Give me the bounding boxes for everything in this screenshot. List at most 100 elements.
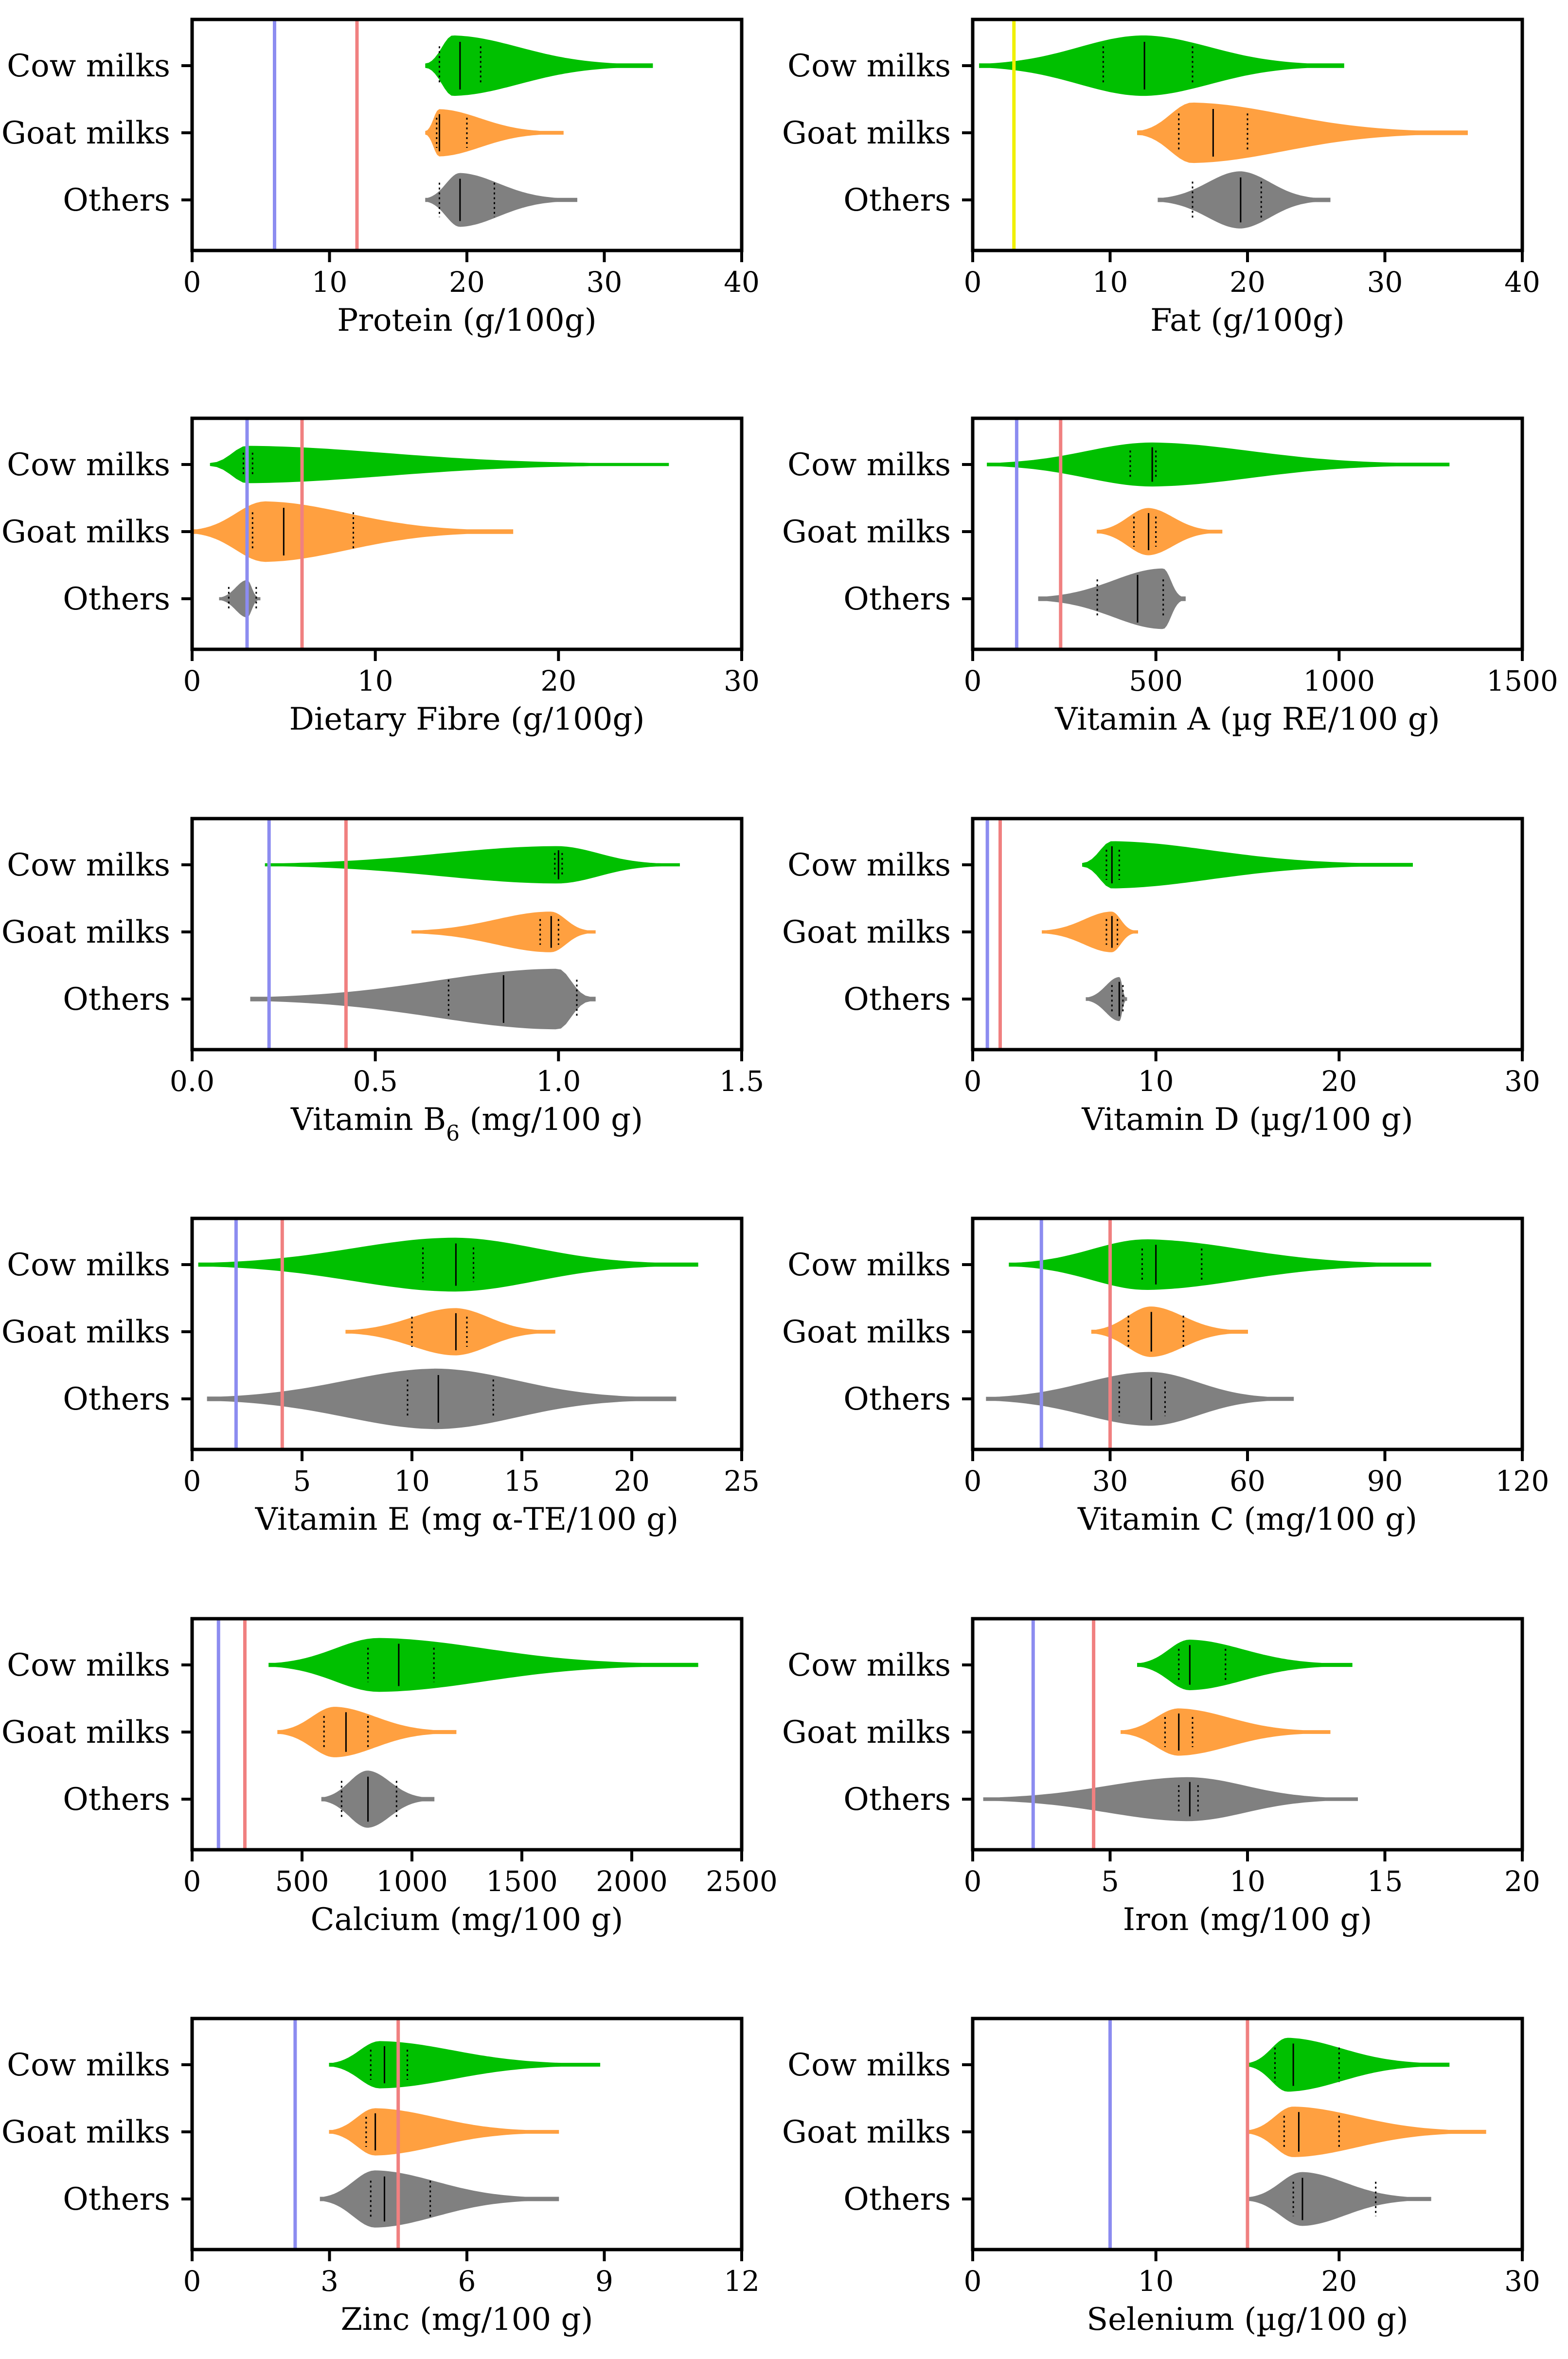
violin-others	[986, 1372, 1294, 1426]
category-label: Others	[63, 1782, 170, 1818]
violin-goat-milks	[1091, 1306, 1248, 1357]
x-tick-label: 10	[1138, 1065, 1174, 1098]
x-tick-label: 30	[1092, 1465, 1128, 1498]
x-tick-label: 1500	[1486, 664, 1558, 697]
x-tick-label: 1000	[1303, 664, 1375, 697]
x-tick-label: 20	[1504, 1865, 1540, 1898]
violin-cow-milks	[210, 446, 669, 483]
category-label: Cow milks	[7, 847, 170, 883]
chart-panel-4: Cow milks Goat milks Others 0 500 1000 1500 Vit…	[782, 416, 1558, 737]
chart-panel-10: Cow milks Goat milks Others 0 5 10 15 20 Iron (m…	[782, 1617, 1540, 1938]
violin-cow-milks	[987, 442, 1450, 487]
category-label: Cow milks	[7, 1647, 170, 1683]
category-label: Cow milks	[7, 1247, 170, 1283]
chart-panel-1: Cow milks Goat milks Others 0 10 20 30 40 Protei…	[1, 18, 760, 339]
plot-frame	[190, 416, 744, 651]
x-axis-label: Vitamin C (mg/100 g)	[1077, 1501, 1417, 1537]
category-label: Cow milks	[787, 48, 951, 84]
x-tick-label: 0	[183, 266, 201, 299]
x-tick-label: 1.0	[536, 1065, 581, 1098]
x-tick-label: 1500	[486, 1865, 558, 1898]
chart-panel-6: Cow milks Goat milks Others 0 10 20 30 Vitamin …	[782, 817, 1540, 1138]
x-tick-label: 0	[964, 1865, 982, 1898]
x-tick-label: 0	[183, 1865, 201, 1898]
category-label: Cow milks	[7, 447, 170, 483]
violin-others	[250, 968, 596, 1030]
violin-others	[320, 2170, 559, 2228]
category-label: Cow milks	[787, 2047, 951, 2083]
violin-goat-milks	[425, 109, 564, 157]
violin-cow-milks	[425, 35, 653, 96]
violin-goat-milks	[1097, 508, 1223, 555]
plot-frame	[971, 817, 1524, 1052]
category-label: Others	[843, 982, 951, 1018]
x-tick-label: 40	[1504, 266, 1540, 299]
x-tick-label: 30	[1504, 2265, 1540, 2298]
violin-goat-milks	[192, 501, 514, 562]
chart-panel-12: Cow milks Goat milks Others 0 10 20 30 Selenium…	[782, 2017, 1540, 2338]
x-axis-label: Selenium (µg/100 g)	[1087, 2302, 1408, 2338]
category-label: Goat milks	[1, 514, 170, 550]
category-label: Cow milks	[7, 2047, 170, 2083]
x-tick-label: 12	[724, 2265, 760, 2298]
category-label: Goat milks	[1, 914, 170, 950]
chart-panel-2: Cow milks Goat milks Others 0 10 20 30 40 Fat (g…	[782, 18, 1540, 339]
category-label: Goat milks	[782, 514, 951, 550]
violin-others	[983, 1777, 1358, 1822]
violin-cow-milks	[268, 1638, 698, 1692]
x-axis-label: Calcium (mg/100 g)	[311, 1902, 624, 1938]
violin-goat-milks	[1121, 1708, 1331, 1756]
x-tick-label: 1000	[376, 1865, 448, 1898]
chart-panel-5: Cow milks Goat milks Others 0.0 0.5 1.0 1.5 Vit…	[1, 817, 764, 1146]
violin-goat-milks	[277, 1707, 457, 1757]
x-tick-label: 0.5	[353, 1065, 398, 1098]
x-tick-label: 1.5	[719, 1065, 764, 1098]
x-tick-label: 20	[1321, 1065, 1357, 1098]
x-tick-label: 0	[964, 664, 982, 697]
x-tick-label: 9	[595, 2265, 613, 2298]
category-label: Others	[63, 982, 170, 1018]
category-label: Others	[843, 182, 951, 218]
category-label: Goat milks	[1, 1314, 170, 1350]
x-axis-label: Vitamin D (µg/100 g)	[1081, 1102, 1413, 1138]
category-label: Goat milks	[1, 2114, 170, 2150]
category-label: Others	[63, 1381, 170, 1417]
category-label: Others	[843, 1782, 951, 1818]
x-axis-label: Iron (mg/100 g)	[1123, 1902, 1372, 1938]
x-tick-label: 10	[312, 266, 348, 299]
chart-panel-9: Cow milks Goat milks Others 0 500 1000 1500 200…	[1, 1617, 778, 1938]
violin-cow-milks	[265, 846, 680, 884]
x-tick-label: 20	[614, 1465, 650, 1498]
x-tick-label: 0	[964, 266, 982, 299]
category-label: Goat milks	[782, 1715, 951, 1751]
x-tick-label: 10	[1138, 2265, 1174, 2298]
x-tick-label: 40	[724, 266, 760, 299]
category-label: Goat milks	[782, 914, 951, 950]
violin-others	[207, 1368, 677, 1430]
violin-goat-milks	[1137, 102, 1468, 163]
x-tick-label: 0	[964, 1065, 982, 1098]
violin-cow-milks	[198, 1237, 698, 1292]
plot-frame	[190, 1617, 744, 1852]
x-axis-label: Vitamin E (mg α-TE/100 g)	[255, 1501, 678, 1537]
x-tick-label: 0	[183, 664, 201, 697]
category-label: Goat milks	[1, 1715, 170, 1751]
x-tick-label: 6	[458, 2265, 476, 2298]
violin-goat-milks	[329, 2108, 559, 2156]
x-tick-label: 10	[1229, 1865, 1265, 1898]
category-label: Others	[63, 2181, 170, 2217]
violin-others	[1038, 568, 1186, 629]
x-tick-label: 5	[1101, 1865, 1119, 1898]
violin-cow-milks	[979, 35, 1344, 96]
x-tick-label: 10	[394, 1465, 430, 1498]
violin-goat-milks	[345, 1308, 555, 1356]
x-tick-label: 30	[587, 266, 623, 299]
category-label: Others	[843, 2181, 951, 2217]
category-label: Others	[63, 581, 170, 617]
category-label: Others	[843, 1381, 951, 1417]
category-label: Goat milks	[782, 2114, 951, 2150]
plot-frame	[971, 2017, 1524, 2252]
x-tick-label: 10	[1092, 266, 1128, 299]
x-tick-label: 20	[449, 266, 485, 299]
category-label: Goat milks	[1, 115, 170, 151]
